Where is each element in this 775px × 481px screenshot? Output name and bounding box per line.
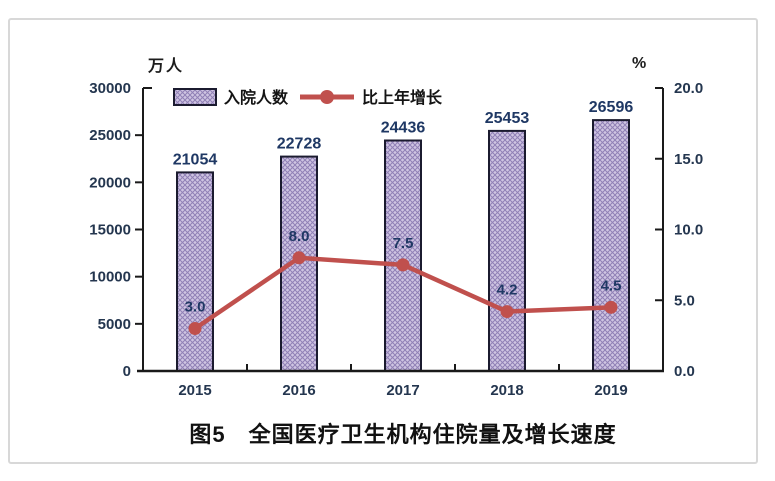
left-axis-unit-label: 万人 (148, 58, 185, 75)
right-tick-label: 15.0 (674, 151, 703, 168)
bar-value-label: 25453 (485, 110, 530, 127)
legend-line-label: 比上年增长 (362, 88, 443, 107)
figure-frame (8, 18, 758, 464)
left-tick-label: 25000 (89, 127, 131, 144)
right-axis-unit-label: % (632, 55, 647, 72)
x-category-label-2017: 2017 (386, 382, 419, 399)
chart-title: 图5 全国医疗卫生机构住院量及增长速度 (189, 422, 617, 447)
left-tick-label: 30000 (89, 80, 131, 97)
bar-value-label: 24436 (381, 119, 426, 136)
growth-line-marker (604, 300, 618, 314)
right-tick-label: 5.0 (674, 292, 695, 309)
legend-bar-label: 入院人数 (224, 88, 289, 107)
legend-line-marker (320, 90, 334, 104)
line-value-label: 3.0 (185, 299, 206, 316)
growth-line-marker (188, 322, 202, 336)
line-value-label: 7.5 (393, 235, 414, 252)
growth-line-marker (500, 305, 514, 319)
x-category-label-2015: 2015 (178, 382, 211, 399)
right-tick-label: 0.0 (674, 363, 695, 380)
bar-value-label: 26596 (589, 99, 634, 116)
left-tick-label: 0 (123, 363, 131, 380)
growth-line-marker (292, 251, 306, 265)
bar-value-label: 21054 (173, 151, 218, 168)
bar-value-label: 22728 (277, 136, 322, 153)
line-value-label: 4.2 (497, 282, 518, 299)
bar-2015 (176, 171, 214, 372)
x-category-label-2018: 2018 (490, 382, 523, 399)
left-tick-label: 15000 (89, 222, 131, 239)
line-value-label: 4.5 (601, 277, 622, 294)
left-tick-label: 5000 (98, 316, 131, 333)
left-tick-label: 20000 (89, 174, 131, 191)
bar-2018 (488, 129, 526, 372)
right-tick-label: 10.0 (674, 222, 703, 239)
legend-bar-swatch (173, 88, 217, 106)
line-value-label: 8.0 (289, 228, 310, 245)
left-tick-label: 10000 (89, 269, 131, 286)
growth-line-marker (396, 258, 410, 272)
bar-2017 (384, 139, 422, 372)
right-tick-label: 20.0 (674, 80, 703, 97)
x-category-label-2019: 2019 (594, 382, 627, 399)
x-category-label-2016: 2016 (282, 382, 315, 399)
bar-2019 (592, 119, 630, 372)
